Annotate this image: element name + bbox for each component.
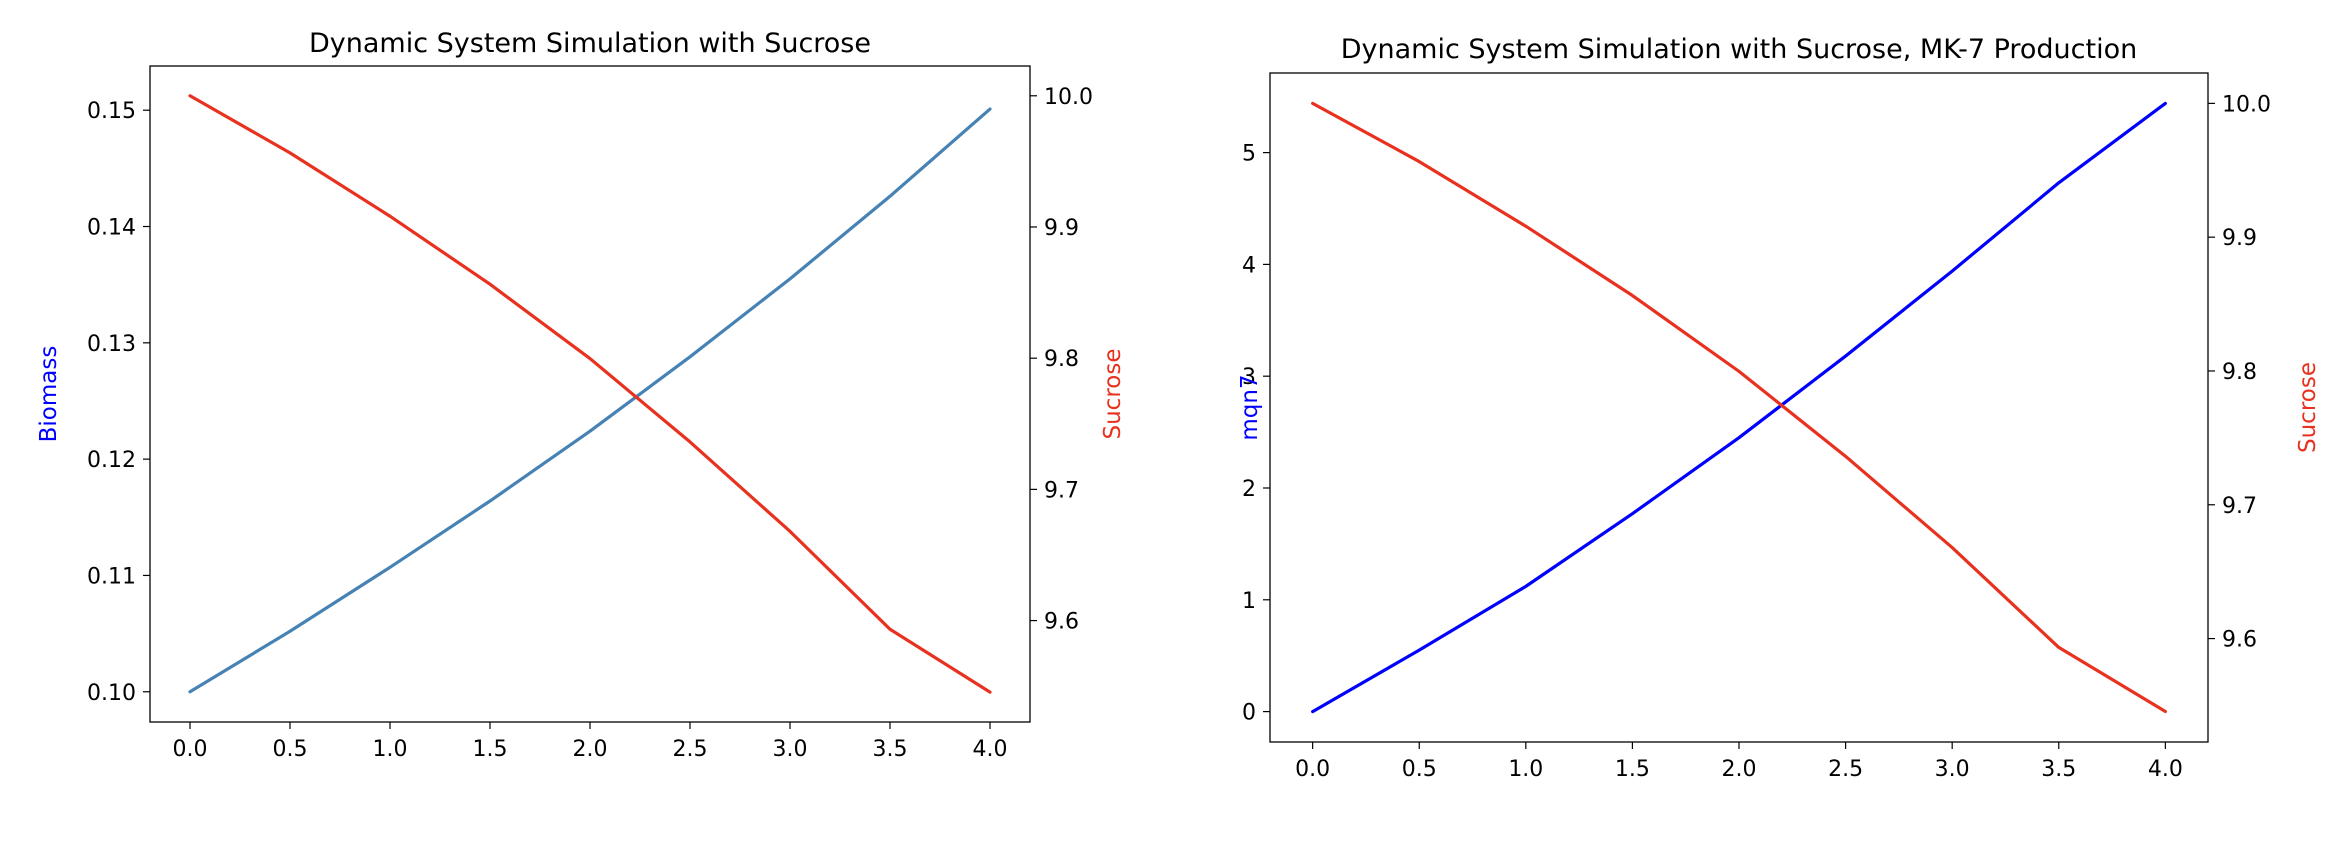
- left-y-tick-label: 0.10: [87, 681, 136, 706]
- series-line-left: [188, 107, 992, 694]
- x-tick-label: 2.5: [1828, 757, 1863, 782]
- series-line-right: [1311, 101, 2167, 714]
- x-tick-label: 3.5: [2041, 757, 2076, 782]
- charts-container: 0.0 0.5 1.0 1.5 2.0 2.5 3.0 3.5 4.0 0.10 0.11 0.12 0…: [36, 28, 2321, 782]
- series-line-left: [1311, 101, 2167, 714]
- right-y-tick-label: 9.9: [2222, 226, 2257, 251]
- x-tick-label: 0.5: [1402, 757, 1437, 782]
- x-tick-label: 3.0: [1935, 757, 1970, 782]
- x-tick-label: 0.0: [173, 737, 208, 762]
- chart-1: 0.0 0.5 1.0 1.5 2.0 2.5 3.0 3.5 4.0 0.10 0.11 0.12 0…: [36, 28, 1126, 762]
- left-y-tick-label: 2: [1242, 477, 1256, 502]
- right-y-tick-label: 10.0: [2222, 92, 2271, 117]
- right-y-tick-label: 9.7: [1044, 478, 1079, 503]
- x-tick-label: 2.0: [1722, 757, 1757, 782]
- x-tick-label: 3.5: [873, 737, 908, 762]
- chart-title: Dynamic System Simulation with Sucrose, …: [1341, 34, 2137, 65]
- chart-2: 0.0 0.5 1.0 1.5 2.0 2.5 3.0 3.5 4.0 0 1 2 3 4 5 9.6 9.7 9…: [1237, 34, 2321, 782]
- right-y-axis-label: Sucrose: [2295, 362, 2321, 453]
- left-y-tick-label: 0.11: [87, 564, 136, 589]
- left-y-axis-label: mqn7: [1237, 374, 1263, 440]
- x-tick-label: 0.0: [1295, 757, 1330, 782]
- left-y-tick-label: 0.14: [87, 216, 136, 241]
- x-tick-label: 1.0: [373, 737, 408, 762]
- x-tick-label: 4.0: [2148, 757, 2183, 782]
- right-y-tick-label: 9.7: [2222, 494, 2257, 519]
- x-tick-label: 1.5: [473, 737, 508, 762]
- left-y-axis-label: Biomass: [36, 346, 62, 443]
- chart-title: Dynamic System Simulation with Sucrose: [309, 28, 871, 59]
- right-y-tick-label: 9.8: [1044, 347, 1079, 372]
- x-tick-label: 2.5: [673, 737, 708, 762]
- x-tick-label: 1.5: [1615, 757, 1650, 782]
- left-y-tick-label: 3: [1242, 365, 1256, 390]
- left-y-tick-label: 0.12: [87, 448, 136, 473]
- x-tick-label: 0.5: [273, 737, 308, 762]
- x-tick-label: 3.0: [773, 737, 808, 762]
- left-y-tick-label: 4: [1242, 253, 1256, 278]
- right-y-tick-label: 9.6: [2222, 628, 2257, 653]
- x-tick-label: 1.0: [1508, 757, 1543, 782]
- right-y-tick-label: 9.6: [1044, 610, 1079, 635]
- x-tick-label: 4.0: [973, 737, 1008, 762]
- x-tick-label: 2.0: [573, 737, 608, 762]
- left-y-tick-label: 0.15: [87, 99, 136, 124]
- series-line-right: [188, 94, 992, 694]
- right-y-tick-label: 10.0: [1044, 85, 1093, 110]
- left-y-tick-label: 5: [1242, 142, 1256, 167]
- left-y-tick-label: 0: [1242, 701, 1256, 726]
- right-y-tick-label: 9.8: [2222, 360, 2257, 385]
- right-y-tick-label: 9.9: [1044, 216, 1079, 241]
- left-y-tick-label: 1: [1242, 589, 1256, 614]
- right-y-axis-label: Sucrose: [1100, 349, 1126, 440]
- left-y-tick-label: 0.13: [87, 332, 136, 357]
